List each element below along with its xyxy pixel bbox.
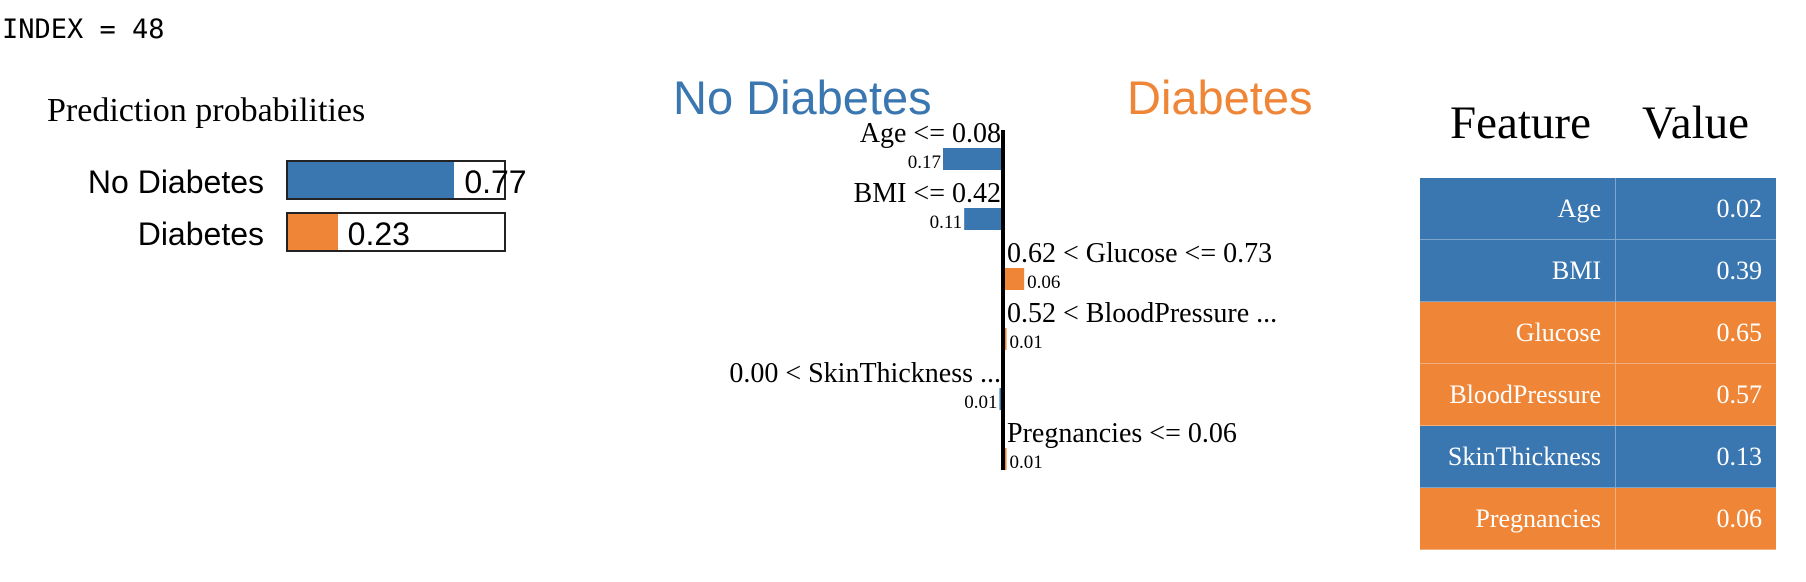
feature-name-cell: Glucose	[1420, 302, 1616, 363]
table-row: BMI 0.39	[1420, 240, 1776, 302]
feature-condition-label: Pregnancies <= 0.06	[1007, 418, 1237, 449]
table-row: SkinThickness 0.13	[1420, 426, 1776, 488]
contribution-bar	[964, 208, 1003, 230]
right-class-heading: Diabetes	[1127, 71, 1313, 124]
feature-name-cell: Age	[1420, 178, 1616, 239]
probability-bar-track: 0.23	[286, 212, 506, 252]
probability-bar-fill	[288, 214, 338, 250]
prediction-probabilities-title: Prediction probabilities	[47, 92, 366, 129]
contribution-value-label: 0.11	[930, 212, 963, 233]
explanation-bar-chart: Age <= 0.08 0.17 BMI <= 0.42 0.11 0.62 < Glu…	[729, 118, 1277, 473]
contribution-value-label: 0.01	[1010, 452, 1043, 473]
feature-condition-label: Age <= 0.08	[860, 118, 1001, 149]
feature-condition-label: 0.62 < Glucose <= 0.73	[1007, 238, 1272, 269]
prediction-probabilities-panel: Prediction probabilities No Diabetes 0.77…	[0, 80, 560, 280]
probability-row: Diabetes 0.23	[0, 212, 560, 256]
feature-value-cell: 0.65	[1716, 318, 1763, 347]
index-label: INDEX = 48	[2, 14, 165, 45]
table-row: Pregnancies 0.06	[1420, 488, 1776, 550]
probability-class-label: Diabetes	[137, 216, 264, 252]
probability-row: No Diabetes 0.77	[0, 160, 560, 204]
feature-value-cell: 0.13	[1716, 442, 1763, 471]
table-row: BloodPressure 0.57	[1420, 364, 1776, 426]
explanation-panel: No Diabetes Diabetes Age <= 0.08 0.17 BMI …	[600, 60, 1380, 560]
table-row: Glucose 0.65	[1420, 302, 1776, 364]
contribution-value-label: 0.06	[1027, 272, 1060, 293]
probability-bar-fill	[288, 162, 455, 198]
contribution-value-label: 0.01	[1010, 332, 1043, 353]
feature-name-cell: BloodPressure	[1420, 364, 1616, 425]
probability-value: 0.23	[347, 216, 410, 252]
feature-value-cell: 0.39	[1716, 256, 1763, 285]
probability-value: 0.77	[464, 164, 527, 200]
feature-name-cell: SkinThickness	[1420, 426, 1616, 487]
feature-value-cell: 0.06	[1716, 504, 1763, 533]
table-header-feature: Feature	[1450, 97, 1591, 149]
contribution-bar	[943, 148, 1003, 170]
probability-class-label: No Diabetes	[87, 164, 264, 200]
feature-condition-label: 0.00 < SkinThickness ...	[729, 358, 1001, 389]
feature-value-cell: 0.02	[1716, 194, 1763, 223]
table-header-value: Value	[1642, 97, 1750, 149]
contribution-value-label: 0.01	[964, 392, 997, 413]
contribution-bar	[1003, 268, 1025, 290]
feature-name-cell: BMI	[1420, 240, 1616, 301]
feature-condition-label: BMI <= 0.42	[854, 178, 1001, 209]
feature-condition-label: 0.52 < BloodPressure ...	[1007, 298, 1277, 329]
left-class-heading: No Diabetes	[673, 71, 932, 124]
feature-value-cell: 0.57	[1716, 380, 1763, 409]
feature-name-cell: Pregnancies	[1420, 488, 1616, 549]
table-row: Age 0.02	[1420, 178, 1776, 240]
contribution-value-label: 0.17	[908, 152, 941, 173]
probability-bar-track: 0.77	[286, 160, 527, 200]
